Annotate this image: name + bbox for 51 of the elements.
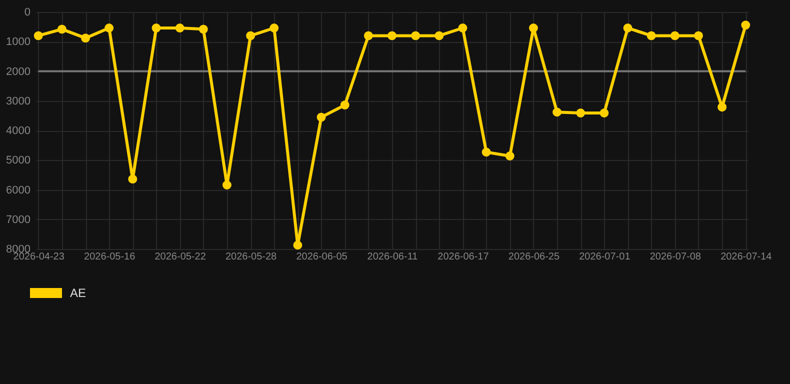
point	[670, 31, 680, 40]
x-tick-label: 2026-07-01	[579, 252, 631, 262]
point	[175, 24, 184, 32]
point	[104, 24, 114, 32]
point	[57, 24, 66, 34]
point	[246, 31, 256, 40]
point	[552, 108, 562, 117]
point	[600, 108, 609, 118]
point	[576, 108, 586, 118]
x-tick-label: 2026-06-11	[367, 252, 418, 262]
point	[718, 102, 727, 112]
point	[81, 34, 90, 43]
point	[128, 174, 138, 184]
x-tick-label: 2026-05-28	[225, 252, 278, 262]
point	[198, 24, 208, 34]
point	[293, 240, 302, 250]
point	[458, 24, 468, 32]
point	[34, 31, 43, 40]
x-tick-label: 2026-06-25	[508, 252, 560, 262]
point	[316, 112, 326, 122]
point	[340, 100, 350, 110]
point	[270, 24, 279, 32]
x-tick-label: 2026-05-22	[154, 252, 206, 262]
y-tick-label: 0	[24, 6, 30, 18]
point	[623, 24, 632, 32]
point	[694, 31, 703, 40]
point	[528, 24, 538, 32]
point	[434, 31, 444, 40]
x-tick-label: 2026-07-08	[650, 252, 702, 262]
y-tick-label: 1000	[6, 36, 30, 48]
point	[741, 20, 750, 30]
x-tick-label: 2026-06-17	[438, 252, 490, 262]
point	[646, 31, 656, 40]
x-tick-label: 2026-07-14	[720, 252, 772, 262]
x-tick-label: 2026-05-16	[84, 252, 136, 262]
point	[388, 31, 396, 40]
y-tick-label: 6000	[6, 184, 30, 196]
point	[505, 152, 514, 160]
point	[364, 31, 373, 40]
y-tick-label: 5000	[6, 154, 30, 167]
point	[482, 148, 491, 157]
point	[152, 24, 161, 32]
y-tick-label: 4000	[6, 125, 30, 137]
y-tick-label: 7000	[6, 214, 30, 226]
y-tick-label: 3000	[6, 95, 30, 108]
y-tick-label: 2000	[6, 66, 30, 78]
point	[222, 180, 232, 190]
legend-label: AE	[70, 286, 86, 300]
x-tick-label: 2026-04-23	[13, 252, 65, 262]
x-tick-label: 2026-06-05	[296, 252, 348, 262]
point	[411, 31, 420, 40]
